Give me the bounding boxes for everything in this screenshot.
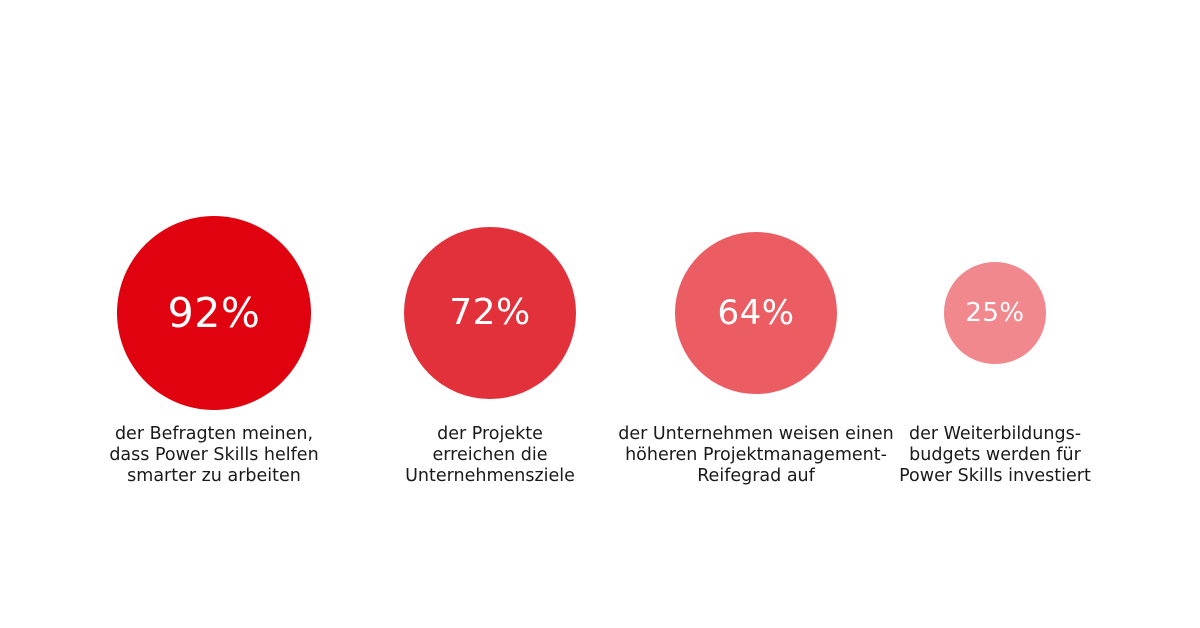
stat-caption-line: dass Power Skills helfen (109, 445, 319, 465)
stat-circle-92: 92% (117, 216, 311, 410)
stat-caption: der Unternehmen weisen einen höheren Proj… (611, 424, 901, 487)
stat-caption: der Weiterbildungs-budgets werden für Pow… (850, 424, 1140, 487)
stat-caption-line: Power Skills investiert (899, 466, 1091, 486)
stat-caption: der Befragten meinen, dass Power Skills h… (69, 424, 359, 487)
stat-caption-line: der Unternehmen weisen einen (618, 424, 894, 444)
stat-caption-line: höheren Projektmanagement- (625, 445, 887, 465)
stat-circle-25: 25% (944, 262, 1046, 364)
stat-caption-line: budgets werden für (909, 445, 1081, 465)
stat-value-label: 72% (449, 291, 531, 333)
stat-circle-72: 72% (404, 227, 576, 399)
stat-circle-64: 64% (675, 232, 837, 394)
stat-value-label: 25% (965, 297, 1025, 328)
stat-caption-line: der Befragten meinen, (114, 424, 314, 444)
stat-caption-line: Unternehmensziele (405, 466, 575, 486)
stat-caption-line: Reifegrad auf (697, 466, 815, 486)
stat-caption: der Projekte erreichen die Unternehmenszie… (345, 424, 635, 487)
stat-caption-line: smarter zu arbeiten (127, 466, 301, 486)
stat-caption-line: der Projekte (437, 424, 543, 444)
stat-value-label: 64% (717, 292, 795, 333)
stat-caption-line: erreichen die (432, 445, 548, 465)
stat-value-label: 92% (167, 288, 261, 337)
stat-caption-line: der Weiterbildungs- (908, 424, 1082, 444)
